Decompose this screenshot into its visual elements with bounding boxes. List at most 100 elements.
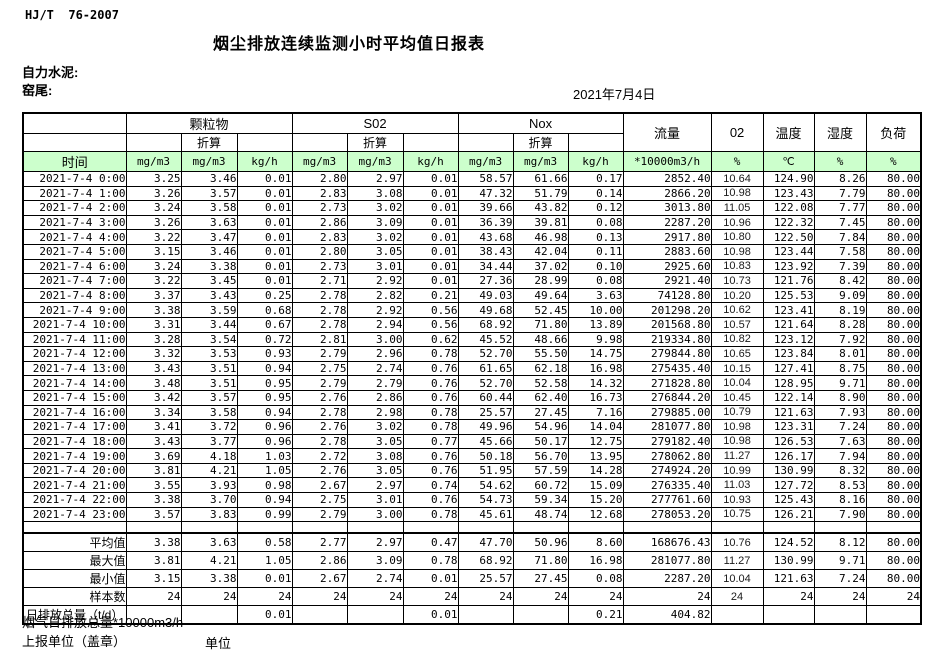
value-cell: 49.03	[457, 287, 514, 304]
unit-cell: mg/m3	[512, 151, 569, 172]
header-blank-cell	[567, 133, 624, 152]
value-cell: 127.72	[762, 477, 815, 494]
summary-value-cell: 50.96	[512, 532, 569, 552]
time-cell: 2021-7-4 14:00	[22, 375, 127, 391]
value-cell: 80.00	[865, 171, 922, 187]
value-cell: 10.62	[710, 302, 764, 318]
value-cell: 0.94	[236, 404, 293, 421]
value-cell: 27.36	[457, 273, 514, 289]
value-cell: 2.80	[291, 243, 348, 260]
value-cell: 10.57	[710, 316, 764, 333]
value-cell: 2.72	[291, 448, 348, 464]
unit-cell: mg/m3	[346, 151, 404, 172]
summary-value-cell: 16.98	[567, 551, 624, 570]
value-cell: 68.92	[457, 316, 514, 333]
value-cell: 7.39	[813, 258, 867, 275]
report-title: 烟尘排放连续监测小时平均值日报表	[213, 36, 486, 53]
table-row: 2021-7-4 20:00 3.81 4.21 1.05 2.76 3.05 0.76 51…	[22, 462, 922, 479]
header-converted-nox: 折算	[512, 133, 569, 152]
value-cell: 10.20	[710, 287, 764, 304]
value-cell: 274924.20	[622, 462, 712, 479]
time-cell: 2021-7-4 9:00	[22, 302, 127, 318]
value-cell: 0.10	[567, 258, 624, 275]
value-cell: 7.58	[813, 243, 867, 260]
value-cell: 3.00	[346, 506, 404, 523]
value-cell: 2925.60	[622, 258, 712, 275]
value-cell: 2.98	[346, 404, 404, 421]
summary-value-cell	[457, 605, 514, 625]
header-group-so2: S02	[291, 112, 459, 134]
value-cell: 80.00	[865, 419, 922, 435]
summary-value-cell: 24	[236, 587, 293, 606]
value-cell: 15.20	[567, 492, 624, 508]
value-cell: 8.53	[813, 477, 867, 494]
summary-label-cell: 平均值	[22, 532, 127, 552]
value-cell: 80.00	[865, 462, 922, 479]
value-cell: 10.04	[710, 375, 764, 391]
value-cell: 10.80	[710, 229, 764, 245]
table-row: 2021-7-4 3:00 3.26 3.63 0.01 2.86 3.09 0.01 36.…	[22, 214, 922, 231]
value-cell: 9.98	[567, 331, 624, 348]
summary-table: 平均值 3.38 3.63 0.58 2.77 2.97 0.47 47.70 50.96 8.6…	[22, 532, 922, 625]
value-cell: 36.39	[457, 214, 514, 231]
value-cell: 3.57	[180, 185, 238, 202]
summary-value-cell: 1.05	[236, 551, 293, 570]
value-cell: 3.63	[567, 287, 624, 304]
summary-value-cell: 3.38	[180, 569, 238, 588]
value-cell: 3.72	[180, 419, 238, 435]
summary-value-cell: 3.15	[125, 569, 182, 588]
value-cell: 2866.20	[622, 185, 712, 202]
value-cell: 3.54	[180, 331, 238, 348]
report-unit-label: 上报单位（盖章）	[22, 634, 127, 649]
value-cell: 0.78	[402, 419, 459, 435]
value-cell: 2.78	[291, 404, 348, 421]
value-cell: 14.28	[567, 462, 624, 479]
summary-value-cell: 121.63	[762, 569, 815, 588]
value-cell: 11.05	[710, 200, 764, 216]
value-cell: 0.01	[402, 185, 459, 202]
time-cell: 2021-7-4 19:00	[22, 448, 127, 464]
value-cell: 42.04	[512, 243, 569, 260]
value-cell: 122.32	[762, 214, 815, 231]
value-cell: 0.78	[402, 346, 459, 362]
value-cell: 10.93	[710, 492, 764, 508]
value-cell: 0.93	[236, 346, 293, 362]
value-cell: 126.17	[762, 448, 815, 464]
value-cell: 10.99	[710, 462, 764, 479]
value-cell: 8.16	[813, 492, 867, 508]
value-cell: 0.96	[236, 419, 293, 435]
value-cell: 14.75	[567, 346, 624, 362]
time-cell: 2021-7-4 4:00	[22, 229, 127, 245]
summary-value-cell: 3.63	[180, 532, 238, 552]
summary-value-cell: 8.60	[567, 532, 624, 552]
value-cell: 47.32	[457, 185, 514, 202]
value-cell: 9.71	[813, 375, 867, 391]
value-cell: 50.17	[512, 433, 569, 450]
value-cell: 2.79	[291, 346, 348, 362]
value-cell: 10.79	[710, 404, 764, 421]
value-cell: 8.19	[813, 302, 867, 318]
header-group-nox: Nox	[457, 112, 624, 134]
value-cell: 2.97	[346, 477, 404, 494]
table-row: 2021-7-4 18:00 3.43 3.77 0.96 2.78 3.05 0.77 45…	[22, 433, 922, 450]
summary-label-cell: 最大值	[22, 551, 127, 570]
value-cell: 3.02	[346, 200, 404, 216]
summary-value-cell: 404.82	[622, 605, 712, 625]
value-cell: 3.05	[346, 462, 404, 479]
value-cell: 3.22	[125, 229, 182, 245]
value-cell: 80.00	[865, 477, 922, 494]
value-cell: 121.64	[762, 316, 815, 333]
value-cell: 3.38	[125, 302, 182, 318]
summary-value-cell: 24	[710, 587, 764, 606]
value-cell: 7.93	[813, 404, 867, 421]
time-cell: 2021-7-4 23:00	[22, 506, 127, 523]
value-cell: 127.41	[762, 360, 815, 377]
table-row: 2021-7-4 1:00 3.26 3.57 0.01 2.83 3.08 0.01 47.…	[22, 185, 922, 202]
value-cell: 0.13	[567, 229, 624, 245]
summary-value-cell: 27.45	[512, 569, 569, 588]
value-cell: 52.45	[512, 302, 569, 318]
time-cell: 2021-7-4 2:00	[22, 200, 127, 216]
value-cell: 8.90	[813, 389, 867, 406]
table-row: 2021-7-4 14:00 3.48 3.51 0.95 2.79 2.79 0.76 52…	[22, 375, 922, 391]
value-cell: 10.96	[710, 214, 764, 231]
